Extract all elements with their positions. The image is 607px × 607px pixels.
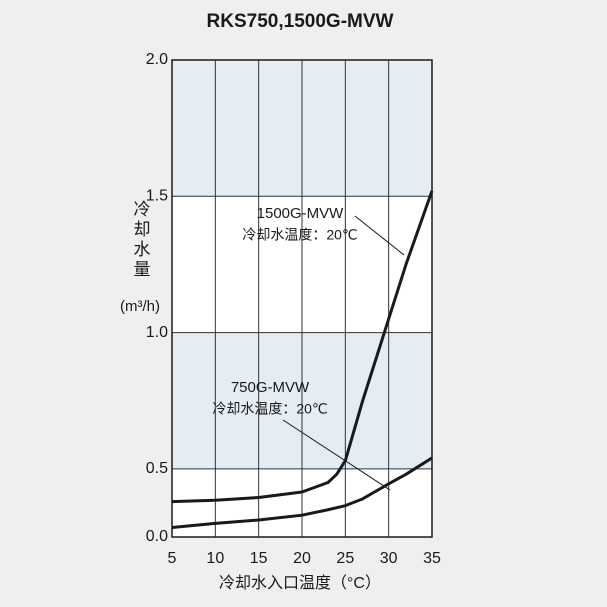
leader-line — [282, 419, 391, 491]
series-line — [171, 190, 434, 504]
chart-title: RKS750,1500G-MVW — [207, 11, 394, 32]
y-tick-label: 2.0 — [146, 51, 168, 68]
y-axis-unit: (m³/h) — [120, 298, 160, 315]
leader-line — [354, 215, 405, 256]
x-tick-label: 10 — [206, 550, 224, 567]
x-tick-label: 35 — [423, 550, 441, 567]
legend-label: 750G-MVW — [231, 379, 310, 396]
x-tick-label: 20 — [293, 550, 311, 567]
legend-label: 1500G-MVW — [257, 205, 345, 222]
x-axis-label: 冷却水入口温度（°C） — [219, 574, 381, 592]
x-tick-label: 30 — [380, 550, 398, 567]
annotation: 冷却水温度：20℃ — [212, 401, 327, 417]
x-tick-label: 5 — [168, 550, 177, 567]
y-tick-label: 1.0 — [146, 324, 168, 341]
y-axis-label: 冷却水量 — [131, 200, 151, 280]
y-tick-label: 0.0 — [146, 528, 168, 545]
y-tick-label: 1.5 — [146, 188, 168, 205]
x-tick-label: 25 — [336, 550, 354, 567]
series-line — [171, 456, 433, 529]
plot-frame — [171, 59, 433, 538]
x-tick-label: 15 — [250, 550, 268, 567]
annotation: 冷却水温度：20℃ — [242, 227, 357, 243]
y-tick-label: 0.5 — [146, 460, 168, 477]
